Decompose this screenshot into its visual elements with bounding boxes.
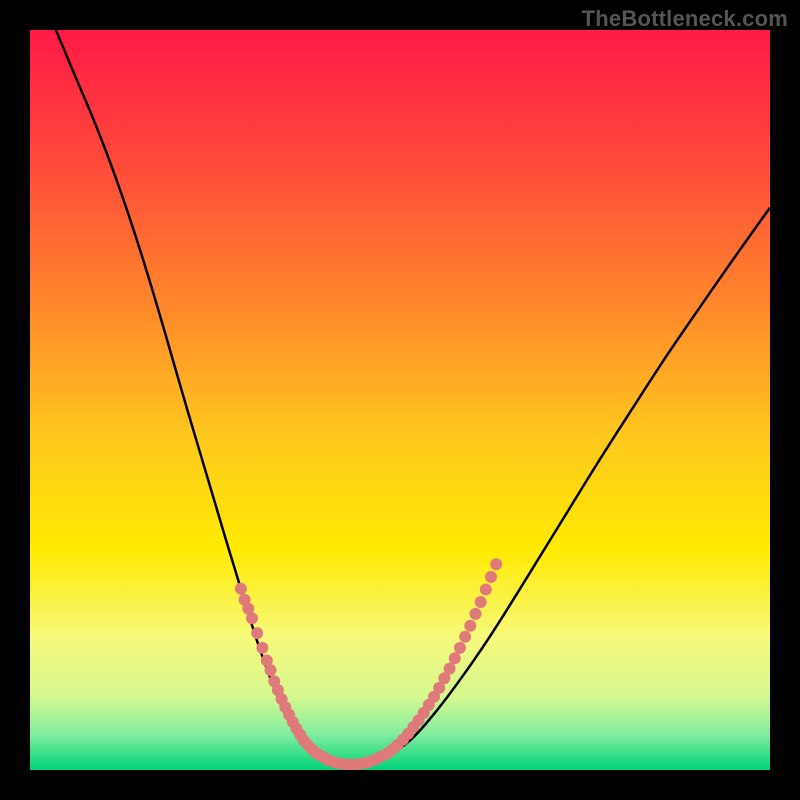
scatter-dot: [480, 583, 492, 595]
scatter-dot: [475, 596, 487, 608]
scatter-dot: [454, 642, 466, 654]
scatter-dot: [490, 558, 502, 570]
scatter-dot: [469, 608, 481, 620]
watermark: TheBottleneck.com: [582, 6, 788, 32]
scatter-dot: [485, 571, 497, 583]
scatter-dot: [251, 627, 263, 639]
stage: TheBottleneck.com: [0, 0, 800, 800]
scatter-dot: [256, 642, 268, 654]
scatter-dot: [265, 664, 277, 676]
scatter-dot: [464, 620, 476, 632]
chart-svg: [30, 30, 770, 770]
plot-area: [30, 30, 770, 770]
scatter-dot: [246, 612, 258, 624]
main-curve: [56, 30, 770, 765]
scatter-dots: [235, 558, 502, 770]
scatter-dot: [459, 631, 471, 643]
scatter-dot: [449, 652, 461, 664]
scatter-dot: [235, 583, 247, 595]
scatter-dot: [444, 663, 456, 675]
